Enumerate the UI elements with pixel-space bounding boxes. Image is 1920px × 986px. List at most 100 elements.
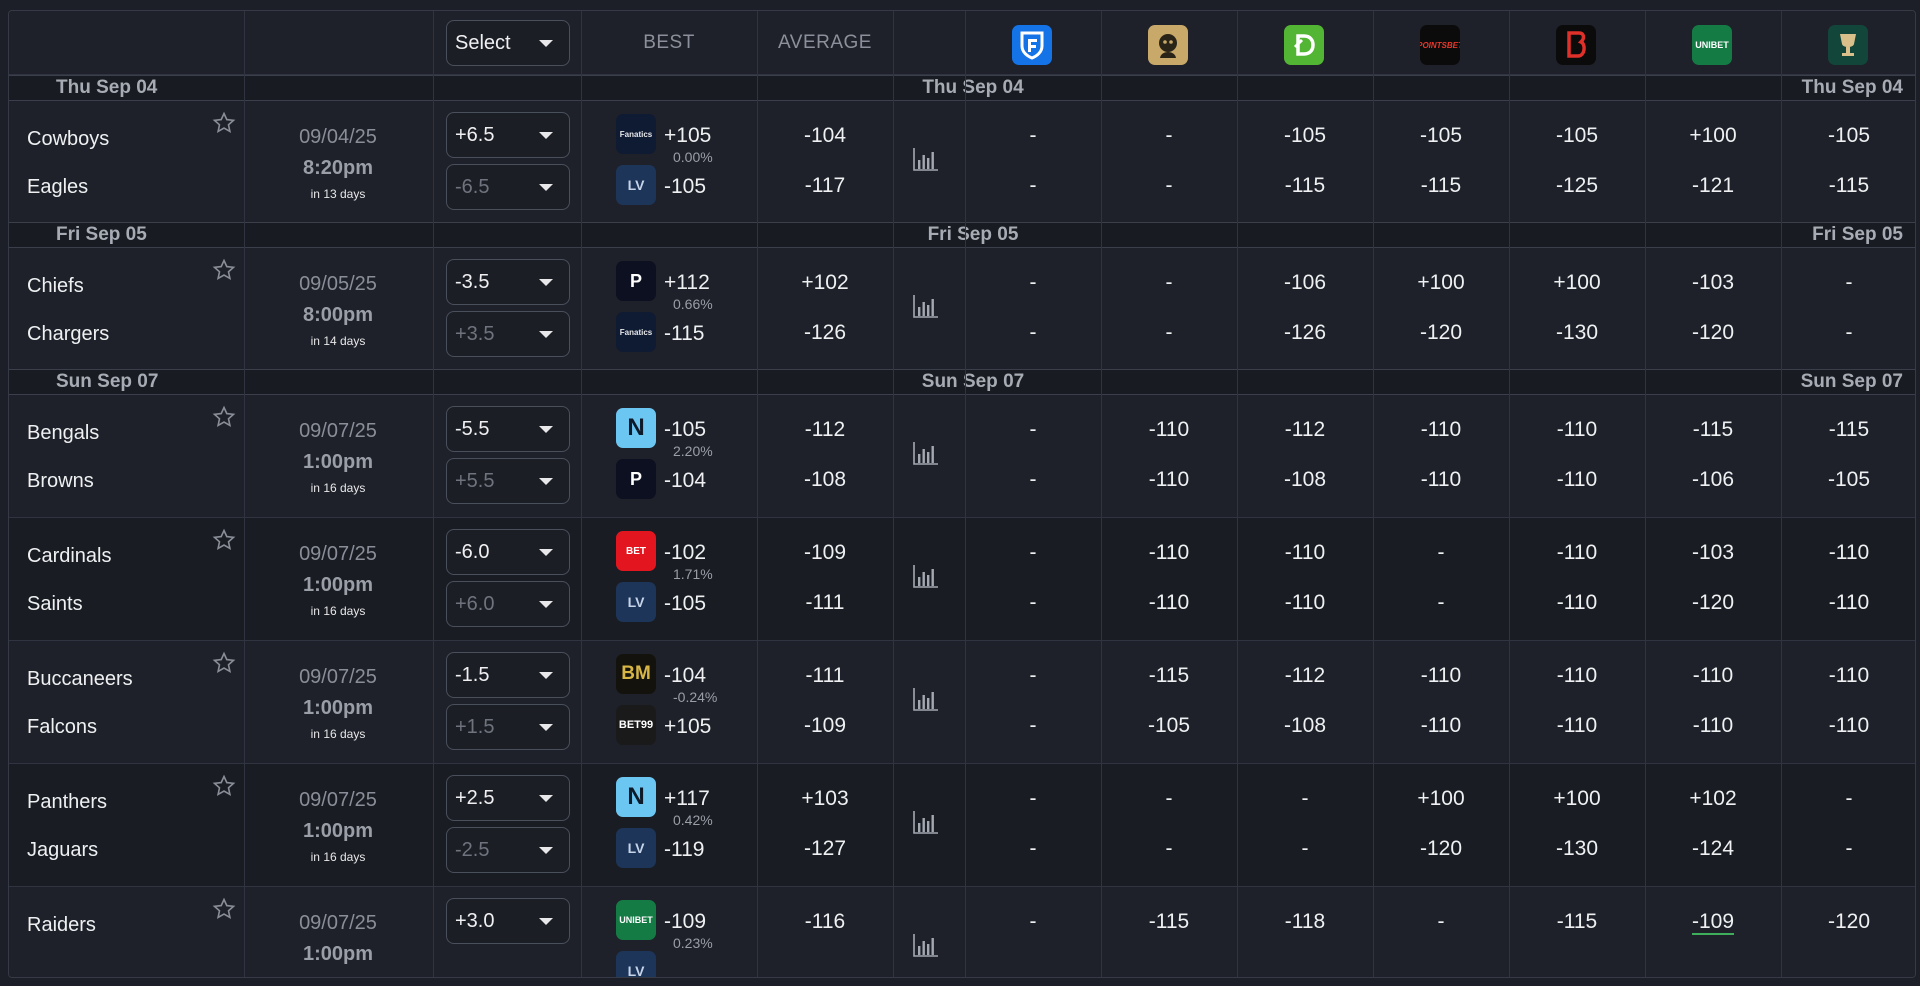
best-odds-away[interactable]: -105 bbox=[664, 418, 707, 441]
book-odds-home[interactable]: -110 bbox=[1828, 591, 1870, 614]
book-odds-home[interactable]: -115 bbox=[1420, 174, 1462, 197]
home-team[interactable]: Falcons bbox=[27, 716, 98, 738]
book-odds-home[interactable]: -124 bbox=[1691, 837, 1735, 860]
home-team[interactable]: Eagles bbox=[27, 176, 89, 198]
spread-select-home[interactable]: -6.5 bbox=[446, 164, 570, 210]
book-odds-away[interactable]: -105 bbox=[1419, 124, 1463, 147]
line-history-chart-icon[interactable] bbox=[913, 687, 939, 711]
book-odds-home[interactable]: - bbox=[1029, 468, 1037, 491]
book-odds-home[interactable]: -110 bbox=[1556, 591, 1598, 614]
book-odds-home[interactable]: -115 bbox=[1284, 174, 1326, 197]
away-team[interactable]: Panthers bbox=[27, 791, 108, 813]
book-odds-home[interactable]: - bbox=[1845, 837, 1853, 860]
book-odds-away[interactable]: -112 bbox=[1284, 664, 1326, 687]
book-odds-home[interactable]: - bbox=[1165, 837, 1173, 860]
line-history-chart-icon[interactable] bbox=[913, 441, 939, 465]
book-odds-home[interactable]: - bbox=[1165, 321, 1173, 344]
book-odds-home[interactable]: -110 bbox=[1420, 714, 1462, 737]
book-odds-home[interactable]: -115 bbox=[1828, 174, 1870, 197]
book-odds-away[interactable]: -106 bbox=[1283, 271, 1327, 294]
home-team[interactable]: Jaguars bbox=[27, 839, 99, 861]
book-odds-home[interactable]: - bbox=[1845, 321, 1853, 344]
pointsbet-icon[interactable]: POINTSBET bbox=[1420, 25, 1460, 65]
favorite-star-icon[interactable] bbox=[212, 528, 236, 552]
book-odds-away[interactable]: +100 bbox=[1553, 271, 1601, 294]
book-odds-home[interactable]: - bbox=[1301, 837, 1309, 860]
book-odds-home[interactable]: -125 bbox=[1555, 174, 1599, 197]
away-team[interactable]: Chiefs bbox=[27, 275, 84, 297]
market-select[interactable]: Select bbox=[446, 20, 570, 66]
bet365-b-icon[interactable] bbox=[1556, 25, 1596, 65]
spread-select-away[interactable]: +3.0 bbox=[446, 898, 570, 944]
book-odds-home[interactable]: - bbox=[1029, 714, 1037, 737]
line-history-chart-icon[interactable] bbox=[913, 564, 939, 588]
book-odds-away[interactable]: - bbox=[1845, 787, 1853, 810]
spread-select-away[interactable]: -5.5 bbox=[446, 406, 570, 452]
best-odds-home[interactable]: -115 bbox=[664, 322, 705, 345]
book-odds-away[interactable]: - bbox=[1029, 787, 1037, 810]
book-odds-away[interactable]: -109 bbox=[1691, 910, 1735, 933]
book-odds-away[interactable]: - bbox=[1029, 541, 1037, 564]
book-odds-away[interactable]: -110 bbox=[1420, 418, 1462, 441]
book-odds-home[interactable]: -120 bbox=[1419, 837, 1463, 860]
spread-select-home[interactable]: +1.5 bbox=[446, 704, 570, 750]
book-odds-home[interactable]: -105 bbox=[1147, 714, 1191, 737]
spread-select-home[interactable]: -2.5 bbox=[446, 827, 570, 873]
book-odds-away[interactable]: +102 bbox=[1689, 787, 1737, 810]
draftkings-icon[interactable] bbox=[1284, 25, 1324, 65]
book-odds-home[interactable]: -108 bbox=[1283, 468, 1327, 491]
book-odds-home[interactable]: -130 bbox=[1555, 321, 1599, 344]
book-odds-home[interactable]: - bbox=[1437, 591, 1445, 614]
spread-select-home[interactable]: +6.0 bbox=[446, 581, 570, 627]
line-history-chart-icon[interactable] bbox=[913, 810, 939, 834]
book-odds-away[interactable]: - bbox=[1437, 910, 1445, 933]
best-header[interactable]: BEST bbox=[643, 32, 695, 53]
line-history-chart-icon[interactable] bbox=[913, 147, 939, 171]
away-team[interactable]: Raiders bbox=[27, 914, 96, 936]
best-odds-away[interactable]: +112 bbox=[664, 271, 710, 294]
book-odds-away[interactable]: -115 bbox=[1556, 910, 1598, 933]
book-odds-away[interactable]: -115 bbox=[1148, 910, 1190, 933]
book-odds-home[interactable]: -108 bbox=[1283, 714, 1327, 737]
book-odds-away[interactable]: - bbox=[1437, 541, 1445, 564]
book-odds-home[interactable]: -120 bbox=[1419, 321, 1463, 344]
book-odds-away[interactable]: -105 bbox=[1827, 124, 1871, 147]
book-odds-away[interactable]: -110 bbox=[1148, 541, 1190, 564]
book-odds-home[interactable]: -110 bbox=[1692, 714, 1734, 737]
spread-select-home[interactable]: +5.5 bbox=[446, 458, 570, 504]
book-odds-away[interactable]: - bbox=[1029, 418, 1037, 441]
book-odds-away[interactable]: - bbox=[1165, 271, 1173, 294]
book-odds-away[interactable]: - bbox=[1301, 787, 1309, 810]
book-odds-home[interactable]: -110 bbox=[1148, 591, 1190, 614]
best-odds-away[interactable]: -102 bbox=[664, 541, 707, 564]
book-odds-away[interactable]: -110 bbox=[1284, 541, 1326, 564]
unibet-icon[interactable]: UNIBET bbox=[1692, 25, 1732, 65]
book-odds-home[interactable]: -110 bbox=[1284, 591, 1326, 614]
book-odds-away[interactable]: -110 bbox=[1148, 418, 1190, 441]
book-odds-home[interactable]: -110 bbox=[1828, 714, 1870, 737]
book-odds-away[interactable]: -110 bbox=[1828, 541, 1870, 564]
book-odds-away[interactable]: -110 bbox=[1556, 541, 1598, 564]
average-header[interactable]: AVERAGE bbox=[778, 32, 872, 53]
book-odds-away[interactable]: -115 bbox=[1692, 418, 1734, 441]
best-odds-away[interactable]: +117 bbox=[664, 787, 710, 810]
book-odds-home[interactable]: -110 bbox=[1420, 468, 1462, 491]
caesars-icon[interactable] bbox=[1828, 25, 1868, 65]
favorite-star-icon[interactable] bbox=[212, 405, 236, 429]
book-odds-home[interactable]: -105 bbox=[1827, 468, 1871, 491]
book-odds-away[interactable]: -105 bbox=[1555, 124, 1599, 147]
book-odds-away[interactable]: -110 bbox=[1828, 664, 1870, 687]
book-odds-away[interactable]: -110 bbox=[1556, 418, 1598, 441]
away-team[interactable]: Cardinals bbox=[27, 545, 112, 567]
book-odds-away[interactable]: +100 bbox=[1689, 124, 1737, 147]
book-odds-away[interactable]: - bbox=[1029, 124, 1037, 147]
fanduel-icon[interactable] bbox=[1012, 25, 1052, 65]
favorite-star-icon[interactable] bbox=[212, 774, 236, 798]
home-team[interactable]: Chargers bbox=[27, 323, 110, 345]
book-odds-home[interactable]: - bbox=[1029, 837, 1037, 860]
line-history-chart-icon[interactable] bbox=[913, 933, 939, 957]
spread-select-away[interactable]: -3.5 bbox=[446, 259, 570, 305]
best-odds-home[interactable]: -104 bbox=[664, 469, 707, 492]
book-odds-away[interactable]: -103 bbox=[1691, 541, 1735, 564]
book-odds-away[interactable]: -103 bbox=[1691, 271, 1735, 294]
